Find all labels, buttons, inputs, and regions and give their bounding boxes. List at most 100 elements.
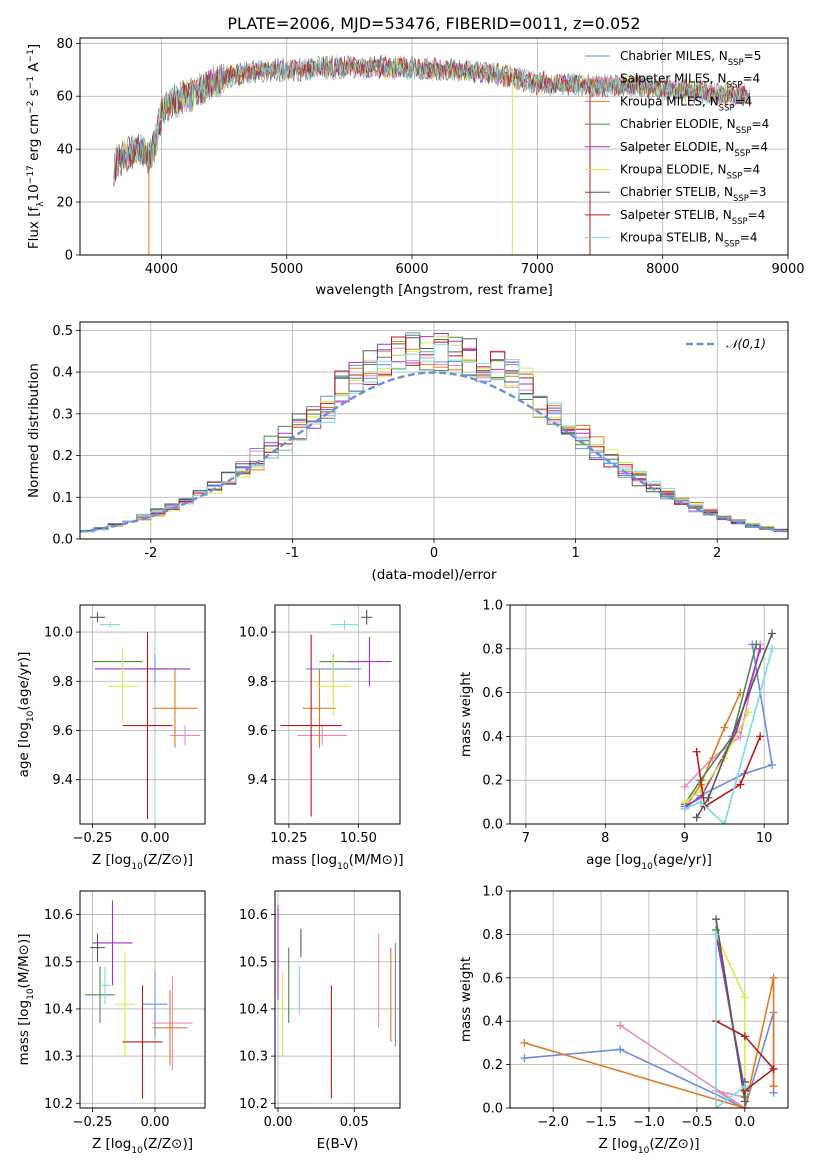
errorbar-point [152, 975, 193, 1071]
errorbar-point [347, 636, 392, 687]
series-point [768, 644, 777, 653]
x-tick-label: 9000 [771, 262, 804, 277]
y-tick-label: 0.2 [482, 1058, 503, 1073]
series-line [619, 1024, 746, 1108]
x-tick-label: 8000 [646, 262, 679, 277]
x-tick-label: 4000 [145, 262, 178, 277]
y-axis-label: mass [log10(M/M⊙)] [16, 933, 36, 1065]
legend-label: Salpeter STELIB, NSSP=4 [620, 208, 765, 227]
x-tick-label: 10 [756, 831, 773, 846]
x-tick-label: −0.25 [73, 831, 113, 846]
y-tick-label: 10.2 [44, 1097, 73, 1112]
figure-title: PLATE=2006, MJD=53476, FIBERID=0011, z=0… [227, 14, 640, 33]
series-point [692, 813, 701, 822]
series-point [752, 640, 761, 649]
errorbar-point [152, 668, 198, 748]
x-tick-label: 9 [681, 831, 689, 846]
errorbar-point [100, 966, 110, 1005]
y-tick-label: 9.4 [52, 773, 73, 788]
normal-reference-curve [80, 371, 788, 533]
errorbar-point [85, 966, 115, 1024]
y-tick-label: 10.2 [239, 1097, 268, 1112]
series-point [769, 1082, 778, 1091]
series-point [720, 723, 729, 732]
x-tick-label: 0.0 [735, 1115, 756, 1130]
x-tick-label: −2.0 [537, 1115, 569, 1130]
y-tick-label: 10.0 [44, 626, 73, 641]
series-point [696, 787, 705, 796]
x-axis-label: Z [log10(Z/Z⊙)] [598, 1136, 699, 1156]
y-tick-label: 9.6 [247, 724, 268, 739]
massweight-vs-Z-panel: −2.0 −1.5 −1.0 −0.5 0.0 0.0 0.2 0.4 0.6 0.8 1.0 Z [… [458, 885, 789, 1156]
y-tick-label: 10.5 [239, 955, 268, 970]
x-tick-label: 7000 [521, 262, 554, 277]
series-point [740, 1082, 749, 1091]
age-vs-mass-panel: 10.25 10.50 9.4 9.6 9.8 10.0 mass [log10(M/M⊙)… [239, 604, 404, 872]
x-tick-label: −0.5 [681, 1115, 713, 1130]
legend-label: Kroupa MILES, NSSP=4 [620, 94, 752, 113]
x-tick-label: −1.0 [633, 1115, 665, 1130]
x-axis-label: Z [log10(Z/Z⊙)] [92, 852, 193, 872]
legend-label: Chabrier ELODIE, NSSP=4 [620, 117, 769, 136]
errorbar-point [361, 609, 373, 625]
y-tick-label: 9.8 [52, 675, 73, 690]
histogram-lines [80, 332, 788, 533]
errorbars [277, 905, 396, 1099]
x-tick-label: 0.00 [141, 1115, 170, 1130]
series-point [712, 915, 721, 924]
plot-frame [274, 604, 401, 825]
series-point [616, 1045, 625, 1054]
y-tick-label: 10.6 [44, 908, 73, 923]
y-tick-label: 0.8 [482, 928, 503, 943]
series-line [695, 736, 761, 808]
y-tick-label: 0.0 [482, 1102, 503, 1117]
series-point [680, 782, 689, 791]
errorbar-point [122, 632, 173, 820]
y-tick-label: 10.6 [239, 908, 268, 923]
y-tick-label: 0.2 [482, 774, 503, 789]
x-tick-label: 0 [430, 546, 438, 561]
y-tick-label: 20 [56, 196, 73, 211]
errorbars [90, 612, 200, 820]
y-tick-label: 10.0 [239, 626, 268, 641]
y-tick-label: 0.0 [52, 533, 73, 548]
y-tick-label: 1.0 [482, 599, 503, 614]
y-tick-label: 10.4 [239, 1002, 268, 1017]
errorbar-point [90, 933, 105, 962]
x-axis-label: E(B-V) [317, 1136, 359, 1152]
residuals-panel: -2 -1 0 1 2 0.0 0.1 0.2 0.3 0.4 0.5 (data-model)/er… [26, 321, 789, 583]
series-line [715, 919, 746, 1102]
y-tick-label: 0.5 [52, 324, 73, 339]
x-tick-label: 10.25 [270, 831, 307, 846]
y-tick-label: 0.4 [482, 730, 503, 745]
errorbars [85, 900, 193, 1099]
y-tick-label: 40 [56, 143, 73, 158]
plot-frame [79, 604, 206, 825]
y-tick-label: 0.6 [482, 686, 503, 701]
y-tick-label: 10.3 [44, 1050, 73, 1065]
y-axis-label: mass weight [458, 672, 474, 757]
legend-label: Salpeter MILES, NSSP=4 [620, 72, 760, 91]
y-tick-label: 9.6 [52, 724, 73, 739]
legend: Chabrier MILES, NSSP=5 Salpeter MILES, NS… [585, 49, 769, 250]
series-line [715, 1020, 775, 1092]
series-line [524, 977, 775, 1108]
series-point [712, 1104, 721, 1108]
series-line [684, 644, 757, 805]
plot-frame [79, 890, 206, 1109]
legend-label: Chabrier MILES, NSSP=5 [620, 49, 761, 68]
x-tick-label: 5000 [270, 262, 303, 277]
spectrum-series-line [113, 54, 751, 182]
x-tick-label: 6000 [396, 262, 429, 277]
series-point [756, 644, 765, 653]
x-tick-label: -2 [144, 546, 157, 561]
errorbars [280, 609, 392, 817]
errorbar-point [316, 656, 350, 716]
plot-frame [509, 890, 789, 1109]
errorbar-point [152, 990, 188, 1066]
y-tick-label: 10.5 [44, 955, 73, 970]
x-tick-label: 8 [601, 831, 609, 846]
series-line [715, 934, 746, 1108]
series-point [712, 930, 721, 939]
y-tick-label: 1.0 [482, 885, 503, 900]
